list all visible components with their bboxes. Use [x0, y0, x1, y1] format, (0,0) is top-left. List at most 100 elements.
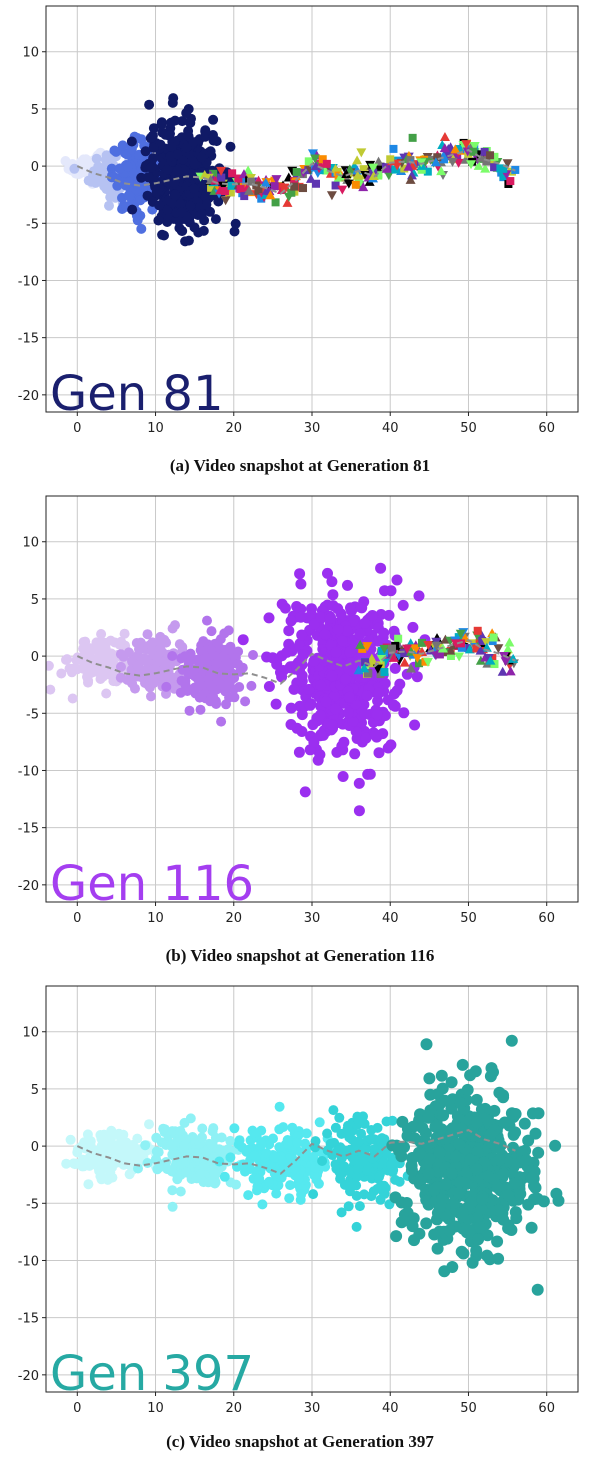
trail-marker [436, 166, 447, 176]
caption-a: (a) Video snapshot at Generation 81 [169, 456, 431, 475]
cluster-point [299, 786, 311, 798]
cluster-point [296, 1147, 306, 1158]
y-tick-label: -20 [18, 879, 39, 894]
trail-marker [311, 179, 320, 188]
cluster-point [148, 678, 159, 689]
trail-marker [415, 659, 424, 668]
cluster-point [454, 1176, 467, 1189]
cluster-point [243, 1190, 254, 1201]
trail-marker [454, 652, 465, 662]
cluster-point [379, 585, 390, 597]
cluster-point [313, 1178, 324, 1189]
cluster-point [349, 748, 361, 760]
y-tick-label: -15 [18, 822, 39, 837]
cluster-point [133, 1163, 143, 1174]
cluster-point [285, 702, 297, 714]
cluster-point [389, 662, 401, 674]
trail-marker [220, 187, 229, 196]
cluster-point [219, 1171, 230, 1182]
cluster-point [172, 1174, 183, 1185]
cluster-point [197, 1123, 208, 1134]
cluster-point [201, 653, 212, 664]
cluster-point [549, 1139, 562, 1152]
cluster-point [487, 1066, 499, 1079]
cluster-point [241, 1146, 252, 1157]
trail-marker [326, 191, 337, 201]
trail-marker [282, 197, 293, 207]
cluster-point [338, 736, 350, 748]
trail-marker [265, 190, 276, 200]
cluster-point [435, 1069, 448, 1082]
cluster-point [167, 1185, 178, 1196]
cluster-point [254, 1173, 265, 1184]
cluster-point [114, 639, 125, 650]
cluster-point [216, 716, 227, 727]
cluster-point [283, 625, 295, 637]
cluster-point [374, 1172, 384, 1182]
cluster-point [345, 657, 357, 669]
trail-marker [447, 157, 458, 167]
cluster-point [257, 1199, 268, 1210]
cluster-point [383, 609, 395, 621]
trail-marker [254, 187, 263, 196]
trail-marker [400, 649, 409, 658]
cluster-point [326, 576, 338, 588]
trail-marker [207, 183, 216, 192]
cluster-point [167, 1126, 178, 1137]
cluster-point [274, 1124, 285, 1135]
cluster-point [206, 626, 217, 637]
cluster-point [122, 161, 133, 172]
y-tick-label: 5 [31, 1083, 39, 1098]
cluster-point [396, 1115, 409, 1128]
cluster-point [216, 1132, 227, 1143]
cluster-point [371, 709, 383, 721]
cluster-point [126, 136, 137, 147]
cluster-point [481, 1229, 494, 1242]
trail-marker [388, 652, 399, 662]
trail-marker [270, 176, 279, 185]
trail-marker [391, 165, 400, 174]
cluster-point [56, 668, 67, 679]
trail-marker [487, 156, 496, 165]
cluster-point [308, 655, 320, 667]
cluster-point [68, 663, 79, 674]
trail-marker [454, 145, 463, 154]
trail-marker [226, 188, 235, 197]
cluster-point [91, 153, 102, 164]
generation-label: Gen 116 [50, 856, 254, 912]
cluster-point [230, 218, 241, 229]
cluster-point [416, 1122, 429, 1134]
trail-marker [403, 161, 414, 171]
x-tick-label: 10 [147, 1401, 164, 1416]
cluster-point [353, 1136, 364, 1147]
trail-marker [228, 169, 237, 178]
trail-marker [287, 188, 296, 197]
cluster-point [308, 618, 320, 630]
trail-marker [472, 644, 481, 653]
cluster-point [356, 1128, 367, 1139]
cluster-point [77, 1161, 88, 1172]
cluster-point [256, 1138, 267, 1149]
trail-marker [508, 653, 519, 663]
cluster-point [457, 1247, 470, 1260]
cluster-point [61, 1158, 72, 1169]
trail-marker [496, 164, 505, 173]
cluster-point [148, 142, 159, 153]
cluster-point [372, 1184, 383, 1194]
x-tick-label: 60 [538, 911, 555, 926]
trail-marker [355, 639, 366, 649]
cluster-point [492, 1204, 505, 1217]
cluster-point [240, 696, 251, 707]
cluster-point [340, 673, 352, 685]
cluster-point [170, 189, 181, 200]
cluster-point [292, 1137, 303, 1148]
x-tick-label: 40 [382, 1401, 399, 1416]
trail-marker [246, 177, 255, 186]
caption-b: (b) Video snapshot at Generation 116 [165, 946, 435, 965]
cluster-point [90, 644, 101, 655]
cluster-point [200, 126, 211, 137]
cluster-point [391, 574, 403, 586]
cluster-point [264, 1176, 275, 1187]
cluster-point [307, 719, 319, 731]
cluster-point [322, 1128, 333, 1139]
